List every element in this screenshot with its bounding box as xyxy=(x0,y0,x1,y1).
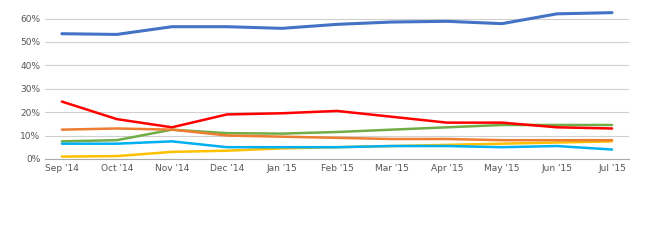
Windows 8 xyxy=(608,148,616,151)
Other xyxy=(443,138,451,140)
Windows 7 xyxy=(223,25,231,28)
Windows XP xyxy=(278,112,286,115)
Line: Mac OS X 10.10: Mac OS X 10.10 xyxy=(62,141,612,157)
Mac OS X 10.10 xyxy=(333,146,341,148)
Windows 7 xyxy=(278,27,286,30)
Windows 8.1 xyxy=(333,131,341,133)
Windows 8 xyxy=(553,145,561,147)
Other xyxy=(388,138,396,140)
Windows 7 xyxy=(443,20,451,23)
Windows XP xyxy=(553,126,561,129)
Windows 8.1 xyxy=(278,132,286,135)
Mac OS X 10.10 xyxy=(168,151,176,153)
Mac OS X 10.10 xyxy=(608,140,616,143)
Windows 7 xyxy=(553,12,561,15)
Windows 8.1 xyxy=(388,128,396,131)
Other xyxy=(278,135,286,138)
Mac OS X 10.10 xyxy=(443,143,451,146)
Windows XP xyxy=(443,121,451,124)
Windows 8 xyxy=(443,145,451,147)
Line: Windows 8.1: Windows 8.1 xyxy=(62,125,612,141)
Windows 8.1 xyxy=(223,132,231,135)
Windows 7 xyxy=(388,21,396,23)
Windows 8.1 xyxy=(168,128,176,131)
Windows 7 xyxy=(58,32,65,35)
Windows XP xyxy=(58,100,65,103)
Mac OS X 10.10 xyxy=(388,145,396,147)
Windows 7 xyxy=(113,33,121,36)
Windows 7 xyxy=(333,23,341,26)
Windows XP xyxy=(223,113,231,116)
Mac OS X 10.10 xyxy=(278,147,286,150)
Other xyxy=(553,139,561,142)
Windows XP xyxy=(113,118,121,121)
Windows 7 xyxy=(608,11,616,14)
Mac OS X 10.10 xyxy=(58,155,65,158)
Line: Windows 8: Windows 8 xyxy=(62,141,612,150)
Line: Windows XP: Windows XP xyxy=(62,101,612,128)
Windows 8 xyxy=(223,146,231,148)
Other xyxy=(58,128,65,131)
Windows XP xyxy=(498,121,506,124)
Windows 8.1 xyxy=(498,124,506,126)
Windows 8 xyxy=(278,146,286,148)
Mac OS X 10.10 xyxy=(223,149,231,152)
Other xyxy=(608,139,616,142)
Other xyxy=(498,139,506,142)
Other xyxy=(333,136,341,139)
Windows 8.1 xyxy=(58,140,65,143)
Mac OS X 10.10 xyxy=(553,141,561,144)
Mac OS X 10.10 xyxy=(113,155,121,158)
Other xyxy=(168,128,176,131)
Windows XP xyxy=(388,115,396,118)
Windows 8 xyxy=(58,142,65,145)
Windows 8.1 xyxy=(443,126,451,129)
Windows 8 xyxy=(113,142,121,145)
Windows XP xyxy=(168,126,176,129)
Windows 8 xyxy=(498,146,506,148)
Windows XP xyxy=(333,110,341,112)
Windows 8 xyxy=(388,145,396,147)
Windows 8.1 xyxy=(608,124,616,126)
Other xyxy=(223,134,231,137)
Windows 8.1 xyxy=(553,124,561,126)
Windows XP xyxy=(608,127,616,130)
Windows 8 xyxy=(333,146,341,148)
Windows 7 xyxy=(168,25,176,28)
Windows 8.1 xyxy=(113,139,121,142)
Windows 8 xyxy=(168,140,176,143)
Other xyxy=(113,127,121,130)
Mac OS X 10.10 xyxy=(498,142,506,145)
Line: Other: Other xyxy=(62,128,612,140)
Windows 7 xyxy=(498,22,506,25)
Line: Windows 7: Windows 7 xyxy=(62,13,612,35)
